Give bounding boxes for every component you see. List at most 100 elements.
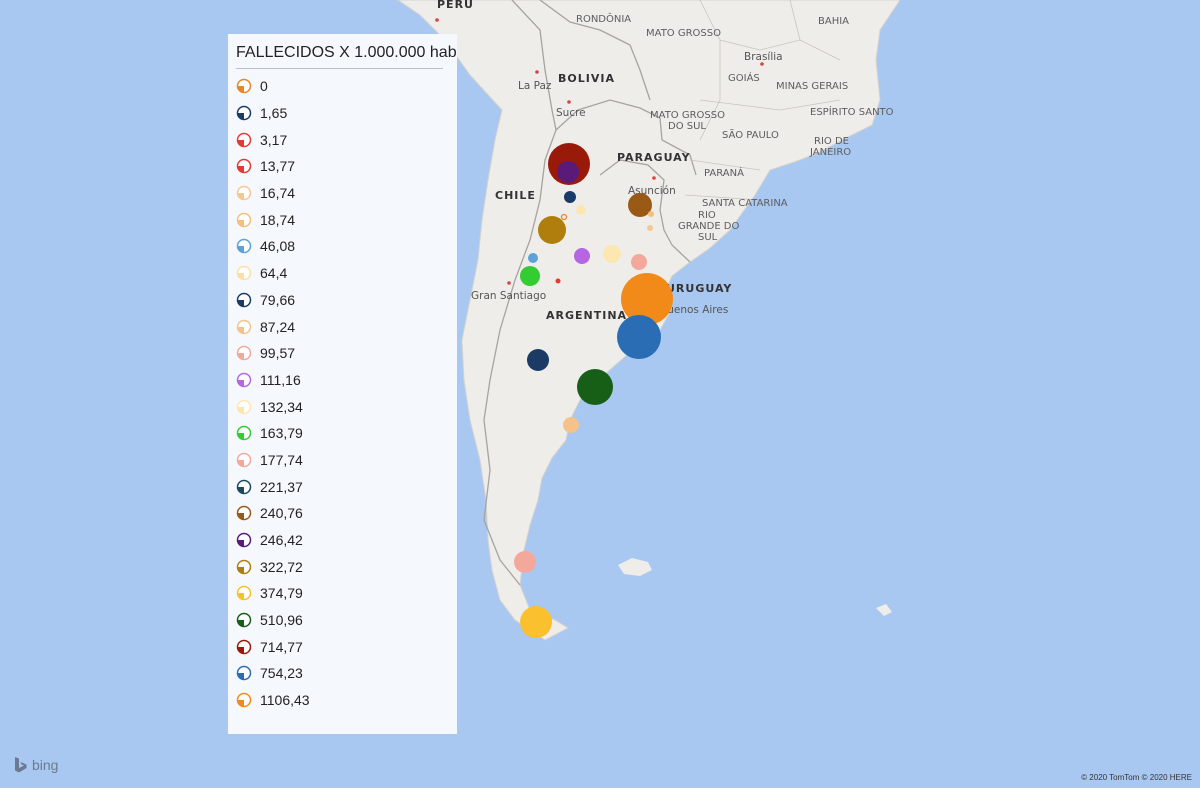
- label-goias: GOIÁS: [728, 71, 760, 84]
- bubble-tucuman[interactable]: [564, 191, 576, 203]
- legend-item[interactable]: 111,16: [236, 367, 449, 394]
- legend-item[interactable]: 754,23: [236, 660, 449, 687]
- legend-item-label: 46,08: [260, 238, 296, 255]
- label-rio-grande-3: SUL: [698, 232, 718, 243]
- label-mato-grosso-sul-2: DO SUL: [668, 121, 706, 132]
- legend-item[interactable]: 0: [236, 73, 449, 100]
- legend-item[interactable]: 163,79: [236, 420, 449, 447]
- legend-item-label: 0: [260, 78, 268, 95]
- legend-pie-icon: [236, 666, 252, 681]
- legend-item[interactable]: 322,72: [236, 553, 449, 580]
- bubble-santa-cruz[interactable]: [514, 551, 536, 573]
- label-rio-grande-2: GRANDE DO: [678, 221, 740, 232]
- legend-item[interactable]: 246,42: [236, 527, 449, 554]
- bubble-cordoba[interactable]: [574, 248, 590, 264]
- legend-pie-icon: [236, 452, 252, 468]
- legend-item[interactable]: 99,57: [236, 340, 449, 367]
- label-buenos-aires: Buenos Aires: [660, 304, 728, 316]
- legend-item-label: 754,23: [260, 665, 303, 682]
- bubble-caba[interactable]: [621, 273, 673, 325]
- legend-item-label: 18,74: [260, 211, 296, 228]
- bubble-tierra-del-fuego[interactable]: [520, 606, 552, 638]
- legend-item[interactable]: 221,37: [236, 473, 449, 500]
- label-rio-janeiro-2: JANEIRO: [809, 147, 851, 158]
- legend-item[interactable]: 374,79: [236, 580, 449, 607]
- bubble-buenos-aires[interactable]: [617, 315, 661, 359]
- bubble-chubut[interactable]: [563, 417, 579, 433]
- bubble-san-juan[interactable]: [528, 253, 538, 263]
- legend-pie-icon: [236, 319, 252, 334]
- bubble-mendoza[interactable]: [520, 266, 540, 286]
- bubble-rio-negro[interactable]: [577, 369, 613, 405]
- legend-item[interactable]: 177,74: [236, 447, 449, 474]
- legend-pie-icon: [236, 292, 252, 308]
- legend-pie-icon: [236, 399, 252, 414]
- label-rio-grande-1: RIO: [698, 210, 716, 221]
- legend-item-label: 16,74: [260, 185, 296, 202]
- legend-pie-icon: [236, 159, 252, 174]
- south-georgia-island: [876, 604, 892, 616]
- legend-item[interactable]: 64,4: [236, 260, 449, 287]
- legend-item[interactable]: 3,17: [236, 126, 449, 153]
- legend-pie-icon: [236, 239, 252, 254]
- label-bahia: BAHIA: [818, 16, 849, 27]
- bubble-neuquen[interactable]: [527, 349, 549, 371]
- legend-pie-icon: [236, 692, 252, 708]
- label-parana: PARANÁ: [704, 166, 744, 179]
- bubble-chaco[interactable]: [628, 193, 652, 217]
- label-rondonia: RONDÔNIA: [576, 12, 631, 25]
- legend-item[interactable]: 16,74: [236, 180, 449, 207]
- bubble-entre-rios[interactable]: [631, 254, 647, 270]
- legend-item-label: 240,76: [260, 505, 303, 522]
- legend-item[interactable]: 79,66: [236, 287, 449, 314]
- legend-item-label: 132,34: [260, 398, 303, 415]
- bubble-misiones[interactable]: [648, 211, 654, 217]
- country-borders: [483, 0, 697, 586]
- legend-item[interactable]: 240,76: [236, 500, 449, 527]
- bubble-santa-fe[interactable]: [603, 245, 621, 263]
- legend-pie-icon: [236, 185, 252, 201]
- map-attribution: © 2020 TomTom © 2020 HERE: [1081, 773, 1192, 782]
- label-paraguay: PARAGUAY: [617, 151, 691, 164]
- legend-item[interactable]: 1,65: [236, 100, 449, 127]
- label-uruguay: URUGUAY: [666, 282, 732, 295]
- bubble-san-luis[interactable]: [555, 278, 561, 284]
- legend-item-label: 1,65: [260, 105, 288, 122]
- city-dots: [435, 18, 764, 285]
- bubble-santiago-del-estero[interactable]: [576, 205, 586, 215]
- legend-item[interactable]: 714,77: [236, 633, 449, 660]
- label-chile: CHILE: [495, 189, 536, 202]
- bubble-salta-inner[interactable]: [557, 161, 579, 183]
- legend-item-label: 3,17: [260, 131, 288, 148]
- state-borders: [684, 0, 841, 201]
- legend-item[interactable]: 510,96: [236, 607, 449, 634]
- bing-logo[interactable]: bing: [14, 756, 58, 774]
- legend-item[interactable]: 1106,43: [236, 687, 449, 714]
- legend-item[interactable]: 18,74: [236, 206, 449, 233]
- bubble-la-rioja[interactable]: [538, 216, 566, 244]
- legend-title: FALLECIDOS X 1.000.000 hab: [236, 44, 457, 69]
- legend-item-label: 322,72: [260, 558, 303, 575]
- legend-item-label: 177,74: [260, 451, 303, 468]
- legend-pie-icon: [236, 426, 252, 441]
- bing-label: bing: [32, 757, 59, 773]
- label-mato-grosso-sul-1: MATO GROSSO: [650, 110, 725, 121]
- legend-item[interactable]: 132,34: [236, 393, 449, 420]
- legend-item-label: 1106,43: [260, 692, 310, 709]
- label-rio-janeiro-1: RIO DE: [814, 136, 849, 147]
- label-la-paz: La Paz: [518, 80, 552, 92]
- province-bubbles: [514, 143, 673, 638]
- label-brasilia: Brasília: [744, 51, 783, 63]
- legend-pie-icon: [236, 105, 252, 121]
- bubble-corrientes[interactable]: [647, 225, 653, 231]
- legend-item[interactable]: 13,77: [236, 153, 449, 180]
- legend-list: 0 1,65 3,17 13,77 16,74 18,74 46,08 64,4 79,66 87…: [236, 73, 449, 714]
- legend-item[interactable]: 46,08: [236, 233, 449, 260]
- legend-item-label: 714,77: [260, 638, 303, 655]
- legend-item-label: 510,96: [260, 612, 303, 629]
- legend-item[interactable]: 87,24: [236, 313, 449, 340]
- legend-pie-icon: [236, 612, 252, 628]
- bubble-small-catamarca[interactable]: [560, 213, 568, 221]
- label-sucre: Sucre: [556, 107, 586, 119]
